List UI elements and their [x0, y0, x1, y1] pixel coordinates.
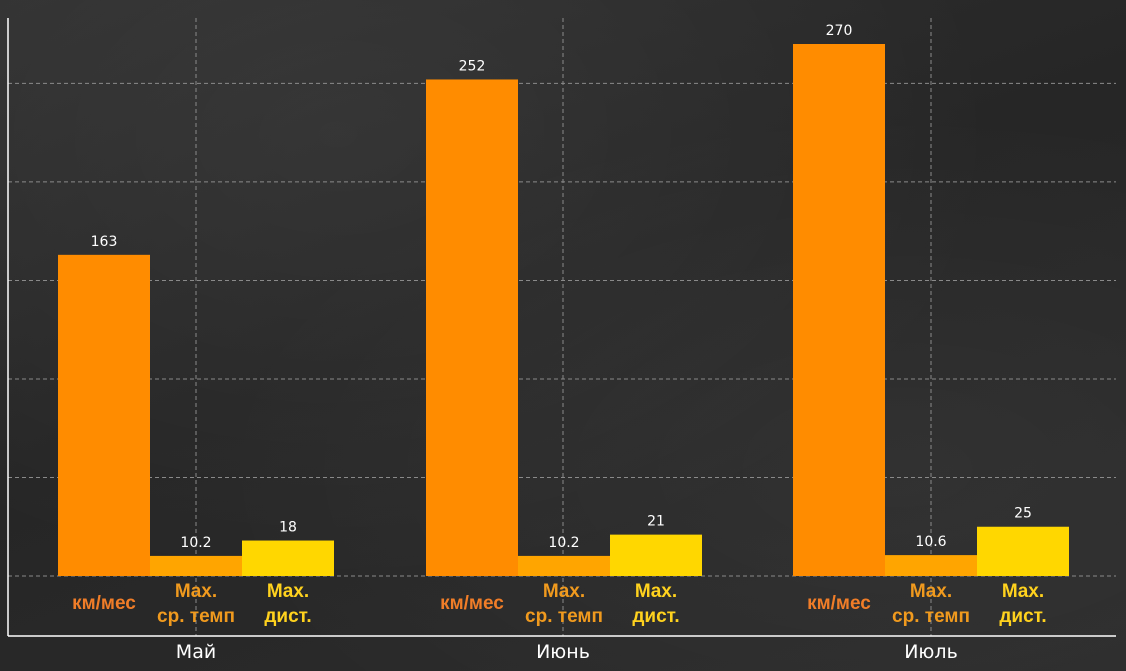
bar-label-line: ср. темп	[892, 606, 970, 627]
bar-label-line: дист.	[632, 606, 679, 627]
bar-2-3	[885, 555, 977, 576]
value-label: 252	[459, 58, 486, 74]
bar-label: км/мес	[440, 593, 504, 614]
value-label: 10.6	[915, 534, 946, 550]
category-label: Июнь	[536, 641, 590, 663]
bar-label: Max. дист.	[632, 581, 679, 627]
bar-label: Max. ср. темп	[525, 581, 603, 627]
value-label: 163	[91, 234, 118, 250]
bar-label: км/мес	[72, 593, 136, 614]
bar-label-line: ср. темп	[157, 606, 235, 627]
bar-label-line: км/мес	[72, 593, 136, 614]
bar-label-line: Max.	[267, 581, 309, 602]
category-labels: Май Июнь Июль	[176, 641, 958, 663]
value-label: 10.2	[180, 535, 211, 551]
bar-label-line: Max.	[910, 581, 952, 602]
bar-1-3	[793, 44, 885, 576]
bars: 163 10.2 18 252 10.2 21 270 10.6 25	[58, 23, 1069, 576]
bar-label-line: Max.	[1002, 581, 1044, 602]
value-label: 18	[279, 520, 297, 536]
bar-label: Max. ср. темп	[157, 581, 235, 627]
bar-label-line: ср. темп	[525, 606, 603, 627]
bar-label-line: Max.	[635, 581, 677, 602]
value-label: 21	[647, 514, 665, 530]
value-label: 25	[1014, 506, 1032, 522]
bar-label-line: Max.	[543, 581, 585, 602]
bar-label-line: дист.	[264, 606, 311, 627]
bar-3-3	[977, 526, 1069, 576]
bar-label-line: км/мес	[440, 593, 504, 614]
bar-3-2	[610, 534, 702, 576]
bar-1-1	[58, 254, 150, 576]
category-label: Май	[176, 641, 216, 663]
bar-label-line: км/мес	[807, 593, 871, 614]
gridlines	[8, 18, 1116, 636]
value-label: 270	[826, 23, 853, 39]
bar-2-1	[150, 555, 242, 576]
bar-label: Max. дист.	[264, 581, 311, 627]
bar-label-line: дист.	[999, 606, 1046, 627]
bar-labels: км/мес Max. ср. темп Max. дист. км/мес Max. ср.…	[72, 581, 1047, 627]
bar-label: км/мес	[807, 593, 871, 614]
bar-3-1	[242, 540, 334, 576]
bar-1-2	[426, 79, 518, 576]
value-label: 10.2	[548, 535, 579, 551]
bar-label: Max. ср. темп	[892, 581, 970, 627]
bar-label: Max. дист.	[999, 581, 1046, 627]
bar-2-2	[518, 555, 610, 576]
category-label: Июль	[904, 641, 958, 663]
bar-label-line: Max.	[175, 581, 217, 602]
